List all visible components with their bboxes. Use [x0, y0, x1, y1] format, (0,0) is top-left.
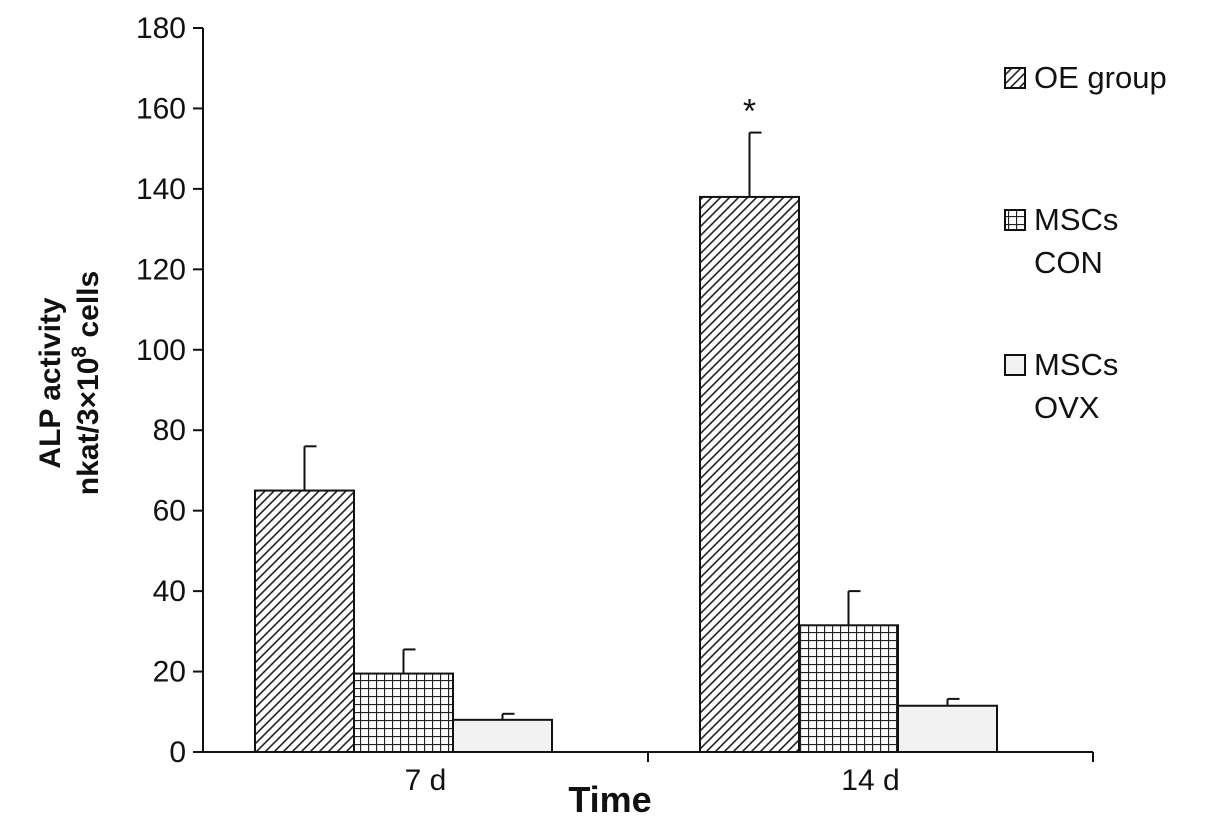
- y-axis-title: ALP activity nkat/3×108 cells: [34, 271, 105, 495]
- y-tick-label-160: 160: [136, 92, 186, 125]
- bar-mscs-ovx-14-d: [897, 704, 998, 753]
- y-axis: 0 20 40 60 80 100 120 140 160 180: [136, 12, 204, 769]
- bar-oe-group-14-d: [699, 195, 800, 753]
- bar-mscs-con-7-d: [353, 672, 454, 753]
- legend-swatch-mscs-ovx: [1004, 354, 1026, 376]
- legend-label-mscs-ovx-1: OVX: [1034, 390, 1100, 425]
- error-bars: [303, 131, 960, 720]
- legend-item-oe-group: OE group: [1004, 60, 1167, 95]
- y-axis-title-line2: nkat/3×108 cells: [68, 271, 105, 495]
- bar-mscs-con-14-d: [798, 624, 899, 753]
- y-tick-label-80: 80: [153, 414, 186, 447]
- legend: OE group MSCs CON MSCs OVX: [1004, 60, 1167, 425]
- legend-swatch-oe-group: [1004, 67, 1026, 89]
- legend-label-mscs-ovx-0: MSCs: [1034, 347, 1118, 382]
- y-axis-unit-times: ×: [72, 391, 105, 409]
- y-tick-label-180: 180: [136, 12, 186, 45]
- y-axis-unit-suffix: cells: [72, 271, 105, 346]
- significance-asterisk: *: [743, 93, 756, 131]
- y-tick-label-120: 120: [136, 253, 186, 286]
- legend-item-mscs-ovx: MSCs OVX: [1004, 347, 1118, 425]
- legend-item-mscs-con: MSCs CON: [1004, 202, 1118, 280]
- error-bar-mscs-ovx-14-d: [946, 697, 960, 706]
- error-bar-oe-group-7-d: [303, 445, 317, 491]
- y-tick-label-100: 100: [136, 334, 186, 367]
- y-axis-unit-prefix: nkat/3: [72, 408, 105, 495]
- bar-mscs-ovx-7-d: [452, 718, 553, 753]
- legend-label-oe-group-0: OE group: [1034, 60, 1167, 95]
- error-bar-oe-group-14-d: [748, 131, 762, 197]
- x-axis-title: Time: [568, 779, 651, 820]
- y-tick-label-0: 0: [169, 736, 186, 769]
- y-axis-title-line1: ALP activity: [34, 297, 67, 468]
- bars: [254, 195, 998, 753]
- y-tick-label-140: 140: [136, 173, 186, 206]
- x-tick-label-14-d: 14 d: [841, 764, 899, 797]
- annotations: *: [743, 93, 756, 131]
- x-tick-label-7-d: 7 d: [405, 764, 447, 797]
- error-bar-mscs-con-14-d: [847, 590, 861, 626]
- y-axis-unit-exponent: 8: [68, 346, 91, 358]
- y-tick-label-60: 60: [153, 495, 186, 528]
- bar-oe-group-7-d: [254, 489, 355, 753]
- legend-swatch-mscs-con: [1004, 209, 1026, 231]
- error-bar-mscs-ovx-7-d: [501, 712, 515, 720]
- y-tick-label-20: 20: [153, 656, 186, 689]
- error-bar-mscs-con-7-d: [402, 648, 416, 674]
- legend-label-mscs-con-1: CON: [1034, 245, 1103, 280]
- y-tick-label-40: 40: [153, 575, 186, 608]
- legend-label-mscs-con-0: MSCs: [1034, 202, 1118, 237]
- y-axis-unit-base: 10: [72, 358, 105, 391]
